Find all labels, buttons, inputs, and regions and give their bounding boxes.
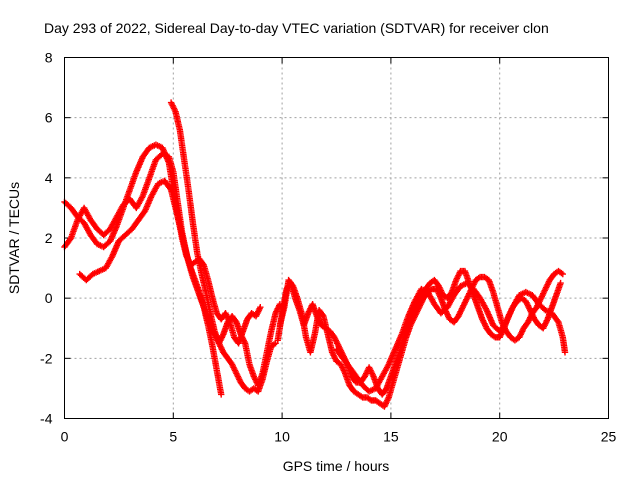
data-point bbox=[475, 274, 482, 282]
series-track-b bbox=[61, 150, 225, 398]
x-tick-label: 15 bbox=[383, 429, 399, 445]
x-tick-label: 5 bbox=[169, 429, 177, 445]
x-tick-label: 0 bbox=[61, 429, 69, 445]
y-axis-label: SDTVAR / TECUs bbox=[6, 182, 22, 294]
data-point bbox=[358, 393, 365, 400]
data-point bbox=[490, 333, 498, 340]
y-tick-label: -2 bbox=[40, 350, 53, 366]
series-track-g bbox=[333, 279, 569, 395]
y-tick-label: 2 bbox=[45, 230, 53, 246]
data-point bbox=[319, 311, 326, 319]
y-tick-label: 6 bbox=[45, 110, 53, 126]
data-point bbox=[554, 317, 561, 325]
data-point bbox=[257, 304, 264, 311]
series-track-f bbox=[276, 267, 566, 410]
series-track-d bbox=[167, 99, 284, 389]
y-tick-label: -4 bbox=[40, 411, 53, 427]
data-point bbox=[218, 391, 225, 398]
axes: 0 5 10 15 20 25 -4 -2 0 2 4 6 8 bbox=[40, 50, 616, 445]
chart-title: Day 293 of 2022, Sidereal Day-to-day VTE… bbox=[44, 20, 549, 36]
data-point bbox=[557, 279, 564, 287]
plot-frame bbox=[64, 57, 609, 419]
data-point bbox=[559, 270, 566, 278]
data-point bbox=[558, 269, 565, 277]
x-tick-label: 25 bbox=[601, 429, 617, 445]
data-point bbox=[366, 396, 374, 403]
x-tick-label: 20 bbox=[492, 429, 508, 445]
x-axis-label: GPS time / hours bbox=[283, 458, 390, 474]
y-tick-label: 4 bbox=[45, 170, 53, 186]
y-tick-label: 0 bbox=[45, 290, 53, 306]
y-tick-label: 8 bbox=[45, 50, 53, 66]
data-marks bbox=[61, 99, 569, 410]
x-tick-label: 10 bbox=[274, 429, 290, 445]
data-point bbox=[561, 349, 569, 356]
data-point bbox=[167, 185, 174, 192]
